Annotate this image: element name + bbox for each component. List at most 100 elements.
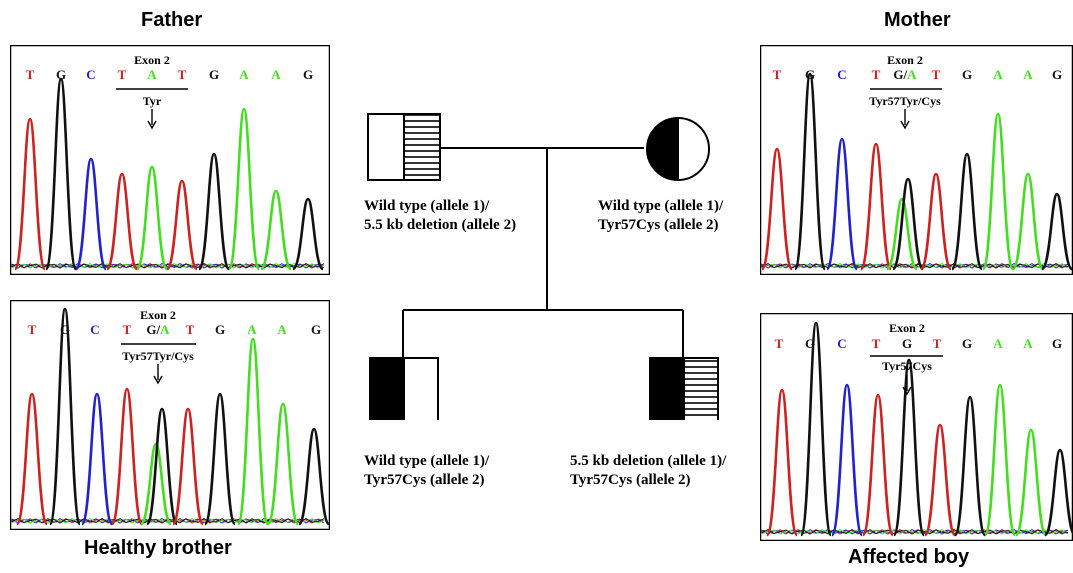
- base-letter: A: [147, 67, 157, 82]
- exon-label: Exon 2: [140, 308, 176, 322]
- base-letter: G: [311, 322, 321, 337]
- arrow-head-icon: [153, 375, 163, 385]
- arrow-head-icon: [902, 386, 912, 396]
- base-letter: T: [123, 322, 132, 337]
- peak-A: [135, 165, 169, 271]
- peak-A: [236, 337, 270, 526]
- base-letter: T: [932, 67, 941, 82]
- peak-G: [48, 307, 82, 526]
- base-letter: T: [872, 67, 881, 82]
- base-letter: A: [247, 322, 257, 337]
- codon-label: Tyr57Cys: [882, 359, 932, 373]
- affected-genotype-line1: 5.5 kb deletion (allele 1)/: [570, 453, 727, 469]
- peak-C: [830, 383, 864, 537]
- affected-boy-label: Affected boy: [848, 546, 970, 568]
- peak-T: [859, 142, 893, 271]
- peak-C: [825, 137, 859, 271]
- exon-label: Exon 2: [134, 53, 170, 67]
- base-letter: A: [993, 67, 1003, 82]
- peak-T: [13, 117, 47, 271]
- brother-symbol: [369, 357, 439, 420]
- base-letter: T: [872, 336, 881, 351]
- peak-A: [259, 189, 293, 271]
- base-letter: C: [837, 67, 846, 82]
- base-letter: G: [962, 336, 972, 351]
- mother-genotype: Wild type (allele 1)/ Tyr57Cys (allele 2…: [598, 197, 723, 235]
- arrow-head-icon: [900, 120, 910, 130]
- mother-genotype-line2: Tyr57Cys (allele 2): [598, 217, 719, 233]
- peak-G: [1040, 192, 1073, 271]
- peak-A: [266, 402, 300, 526]
- peak-T: [923, 423, 957, 537]
- peak-C: [80, 392, 114, 526]
- peak-G: [799, 321, 833, 537]
- base-letter: G: [1052, 336, 1062, 351]
- peak-A: [227, 107, 261, 271]
- base-letter: G/A: [146, 322, 170, 337]
- base-letter: T: [26, 67, 35, 82]
- peak-A: [885, 197, 919, 271]
- peak-T: [165, 179, 199, 271]
- base-letter: G: [56, 67, 66, 82]
- affected-genotype: 5.5 kb deletion (allele 1)/ Tyr57Cys (al…: [570, 452, 726, 490]
- mother-label: Mother: [884, 9, 951, 31]
- peak-T: [861, 393, 895, 537]
- base-letter: T: [933, 336, 942, 351]
- chromatogram-brother: Exon 2 T G C T G/A T G A A G Tyr57Tyr/Cys: [10, 300, 330, 530]
- peak-G: [950, 152, 984, 271]
- brother-genotype-line1: Wild type (allele 1)/: [364, 453, 490, 469]
- peak-T: [110, 387, 144, 526]
- codon-label: Tyr57Tyr/Cys: [122, 349, 194, 363]
- peak-T: [105, 172, 139, 271]
- peak-G: [891, 177, 925, 271]
- father-genotype-line1: Wild type (allele 1)/: [364, 198, 490, 214]
- healthy-brother-label: Healthy brother: [84, 537, 232, 559]
- peak-T: [765, 388, 799, 537]
- peak-G: [297, 427, 330, 526]
- chromatogram-father: Exon 2 T G C T A T G A A G Tyr: [10, 45, 330, 275]
- peak-T: [15, 392, 49, 526]
- father-symbol: [367, 113, 441, 181]
- base-letter: C: [90, 322, 99, 337]
- peak-T: [919, 172, 953, 271]
- peak-T: [171, 407, 205, 526]
- base-letter: G/A: [893, 67, 917, 82]
- base-letter: A: [993, 336, 1003, 351]
- base-letter: G: [60, 322, 70, 337]
- peak-A: [983, 383, 1017, 537]
- peak-A: [1011, 172, 1045, 271]
- arrow-head-icon: [147, 120, 157, 130]
- peak-G: [793, 72, 827, 271]
- exon-label: Exon 2: [887, 53, 923, 67]
- base-letter: T: [118, 67, 127, 82]
- affected-genotype-line2: Tyr57Cys (allele 2): [570, 472, 691, 488]
- peak-A: [981, 112, 1015, 271]
- peak-G: [44, 77, 78, 271]
- base-letter: G: [902, 336, 912, 351]
- panel-frame: [10, 45, 330, 275]
- father-label: Father: [141, 9, 203, 31]
- mother-genotype-line1: Wild type (allele 1)/: [598, 198, 724, 214]
- base-letter: T: [178, 67, 187, 82]
- mother-symbol: [646, 117, 710, 181]
- base-letter: C: [837, 336, 846, 351]
- peak-A: [1014, 428, 1048, 537]
- pedigree-diagram: [367, 113, 719, 420]
- base-letter: T: [186, 322, 195, 337]
- peak-G: [892, 358, 926, 537]
- base-letter: G: [805, 336, 815, 351]
- base-letter: T: [773, 67, 782, 82]
- base-letter: A: [1023, 67, 1033, 82]
- base-letter: A: [1023, 336, 1033, 351]
- base-letter: G: [805, 67, 815, 82]
- exon-label: Exon 2: [889, 321, 925, 335]
- base-letter: G: [962, 67, 972, 82]
- base-letter: T: [28, 322, 37, 337]
- codon-label: Tyr: [143, 94, 162, 108]
- peak-T: [760, 147, 794, 271]
- base-letter: G: [303, 67, 313, 82]
- peak-C: [74, 157, 108, 271]
- chromatogram-affected: Exon 2 T G C T G T G A A G Tyr57Cys: [760, 313, 1073, 541]
- father-genotype-line2: 5.5 kb deletion (allele 2): [364, 217, 517, 233]
- peak-G: [197, 152, 231, 271]
